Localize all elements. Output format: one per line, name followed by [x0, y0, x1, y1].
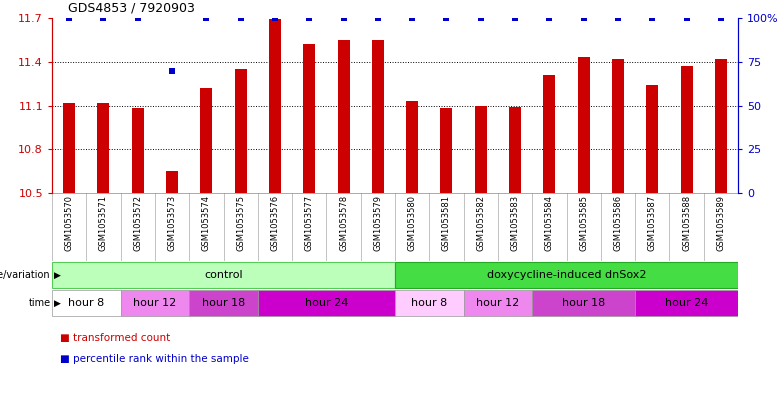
Text: GSM1053578: GSM1053578 — [339, 195, 348, 251]
Point — [98, 15, 110, 21]
Text: genotype/variation: genotype/variation — [0, 270, 51, 280]
Text: GSM1053576: GSM1053576 — [271, 195, 279, 251]
Text: GSM1053577: GSM1053577 — [305, 195, 314, 251]
Point — [440, 15, 452, 21]
Bar — [612, 59, 624, 193]
Bar — [132, 108, 144, 193]
Bar — [52, 290, 121, 316]
Bar — [200, 88, 212, 193]
Bar — [258, 290, 395, 316]
Bar — [635, 290, 738, 316]
Text: GSM1053575: GSM1053575 — [236, 195, 245, 251]
Bar — [406, 101, 418, 193]
Bar — [532, 290, 635, 316]
Text: time: time — [28, 298, 51, 308]
Point — [235, 15, 247, 21]
Bar — [235, 69, 246, 193]
Text: GDS4853 / 7920903: GDS4853 / 7920903 — [68, 1, 194, 14]
Bar — [190, 290, 258, 316]
Text: doxycycline-induced dnSox2: doxycycline-induced dnSox2 — [487, 270, 647, 280]
Point — [200, 15, 213, 21]
Bar — [98, 103, 109, 193]
Text: GSM1053588: GSM1053588 — [682, 195, 691, 251]
Text: GSM1053586: GSM1053586 — [613, 195, 622, 251]
Text: GSM1053587: GSM1053587 — [647, 195, 657, 251]
Text: hour 18: hour 18 — [562, 298, 605, 308]
Point — [680, 15, 693, 21]
Text: hour 18: hour 18 — [202, 298, 245, 308]
Point — [474, 15, 487, 21]
Bar — [463, 290, 532, 316]
Bar — [166, 171, 178, 193]
Bar — [269, 20, 281, 193]
Text: hour 24: hour 24 — [305, 298, 348, 308]
Text: hour 12: hour 12 — [477, 298, 519, 308]
Bar — [372, 40, 384, 193]
Text: control: control — [204, 270, 243, 280]
Bar — [338, 40, 349, 193]
Bar — [395, 290, 463, 316]
Point — [543, 15, 555, 21]
Bar — [303, 44, 315, 193]
Bar — [647, 85, 658, 193]
Point — [509, 15, 521, 21]
Bar — [441, 108, 452, 193]
Point — [406, 15, 418, 21]
Point — [166, 67, 179, 73]
Point — [371, 15, 384, 21]
Point — [337, 15, 349, 21]
Bar — [509, 107, 521, 193]
Text: GSM1053584: GSM1053584 — [545, 195, 554, 251]
Point — [63, 15, 76, 21]
Text: ▶: ▶ — [54, 270, 60, 279]
Text: hour 12: hour 12 — [133, 298, 176, 308]
Bar — [121, 290, 190, 316]
Text: ▶: ▶ — [54, 299, 60, 307]
Text: hour 8: hour 8 — [68, 298, 105, 308]
Bar — [395, 263, 738, 288]
Point — [132, 15, 144, 21]
Point — [612, 15, 624, 21]
Bar — [63, 103, 75, 193]
Text: hour 8: hour 8 — [411, 298, 448, 308]
Text: GSM1053585: GSM1053585 — [580, 195, 588, 251]
Text: GSM1053580: GSM1053580 — [408, 195, 417, 251]
Text: GSM1053574: GSM1053574 — [202, 195, 211, 251]
Bar — [52, 263, 395, 288]
Point — [714, 15, 727, 21]
Point — [646, 15, 658, 21]
Text: GSM1053572: GSM1053572 — [133, 195, 142, 251]
Bar — [578, 57, 590, 193]
Text: GSM1053583: GSM1053583 — [511, 195, 519, 251]
Text: GSM1053570: GSM1053570 — [65, 195, 73, 251]
Text: GSM1053589: GSM1053589 — [716, 195, 725, 251]
Bar — [714, 59, 727, 193]
Bar — [544, 75, 555, 193]
Text: hour 24: hour 24 — [665, 298, 708, 308]
Point — [303, 15, 315, 21]
Text: GSM1053573: GSM1053573 — [168, 195, 176, 251]
Bar — [680, 66, 693, 193]
Text: GSM1053571: GSM1053571 — [99, 195, 108, 251]
Text: GSM1053582: GSM1053582 — [477, 195, 485, 251]
Text: GSM1053581: GSM1053581 — [442, 195, 451, 251]
Point — [268, 15, 282, 21]
Point — [577, 15, 590, 21]
Text: ■ percentile rank within the sample: ■ percentile rank within the sample — [60, 354, 249, 364]
Bar — [475, 105, 487, 193]
Text: GSM1053579: GSM1053579 — [374, 195, 382, 251]
Text: ■ transformed count: ■ transformed count — [60, 333, 170, 343]
